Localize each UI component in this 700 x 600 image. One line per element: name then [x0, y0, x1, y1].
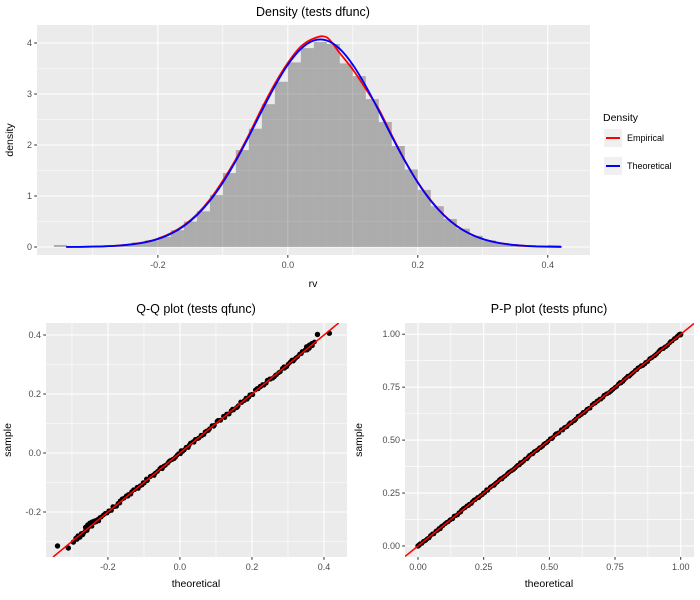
histogram-bar	[339, 63, 353, 247]
histogram-bar	[378, 122, 392, 247]
histogram-bar	[391, 146, 405, 247]
histogram-bar	[157, 236, 171, 247]
data-layer	[405, 323, 694, 557]
qq-plot-area: -0.2 0.0 0.2 0.4 -0.2 0.0 0.2 0.4	[25, 323, 347, 572]
panel-background	[37, 25, 590, 255]
histogram-bar	[417, 189, 431, 247]
y-tick-label: 0.2	[28, 389, 41, 399]
y-tick-label: 1	[27, 191, 32, 201]
y-tick-label: 3	[27, 89, 32, 99]
y-tick-label: 0.00	[382, 541, 400, 551]
axes: -0.2 0.0 0.2 0.4 0 1 2 3 4	[27, 38, 554, 270]
histogram-bar	[313, 41, 327, 247]
histogram-bar	[287, 62, 301, 247]
x-tick-label: -0.2	[150, 260, 166, 270]
qq-chart: -0.2 0.0 0.2 0.4 -0.2 0.0 0.2 0.4 Q-Q plot (tes…	[2, 302, 347, 590]
data-point	[65, 545, 72, 551]
histogram-bar	[430, 206, 444, 247]
y-tick-label: 2	[27, 140, 32, 150]
x-tick-label: 0.4	[318, 562, 331, 572]
x-tick-label: -0.2	[100, 562, 116, 572]
legend-title: Density	[603, 112, 639, 124]
y-tick-label: 0.25	[382, 488, 400, 498]
histogram-bar	[274, 81, 288, 247]
histogram-bar	[144, 240, 158, 247]
pp-plot-title: P-P plot (tests pfunc)	[491, 302, 608, 316]
histogram-bar	[365, 99, 379, 247]
x-tick-label: 0.25	[475, 562, 493, 572]
density-x-axis-title: rv	[309, 278, 318, 290]
density-chart: -0.2 0.0 0.2 0.4 0 1 2 3 4 Density (tests dfunc)…	[4, 5, 672, 290]
histogram-bar	[131, 242, 145, 247]
histogram-bar	[404, 169, 418, 247]
histogram-bar	[248, 128, 262, 247]
histogram-bar	[495, 242, 509, 247]
histogram-bar	[326, 44, 340, 247]
histogram-bar	[222, 173, 236, 247]
histogram-bar	[209, 194, 223, 247]
y-tick-label: 4	[27, 38, 32, 48]
x-tick-label: 0.50	[541, 562, 559, 572]
x-tick-label: 0.2	[246, 562, 259, 572]
y-tick-label: 0.4	[28, 330, 41, 340]
density-plot-title: Density (tests dfunc)	[256, 5, 370, 19]
y-tick-label: 0.50	[382, 435, 400, 445]
histogram-bar	[456, 228, 470, 247]
x-tick-label: 0.2	[412, 260, 425, 270]
data-layer	[53, 35, 562, 248]
y-tick-label: 0.75	[382, 382, 400, 392]
axes: 0.00 0.25 0.50 0.75 1.00 0.00 0.25 0.50 0.75 1.00	[382, 329, 689, 572]
bottom-row: -0.2 0.0 0.2 0.4 -0.2 0.0 0.2 0.4 Q-Q plot (tes…	[0, 298, 700, 600]
histogram-bar	[469, 235, 483, 247]
legend-label-empirical: Empirical	[627, 133, 664, 143]
density-y-axis-title: density	[4, 123, 16, 157]
histogram-bar	[261, 104, 275, 247]
x-tick-label: 0.00	[409, 562, 427, 572]
pp-chart: 0.00 0.25 0.50 0.75 1.00 0.00 0.25 0.50 0.75 1.00…	[353, 302, 694, 590]
histogram-bar	[196, 211, 210, 247]
identity-line	[52, 323, 340, 557]
x-tick-label: 0.0	[174, 562, 187, 572]
histogram-bar	[53, 244, 67, 247]
identity-line	[405, 323, 694, 557]
axes: -0.2 0.0 0.2 0.4 -0.2 0.0 0.2 0.4	[25, 330, 330, 572]
data-point	[54, 543, 61, 549]
legend: Density Empirical Theoretical	[603, 112, 672, 175]
histogram-bar	[235, 150, 249, 247]
histogram-bars	[53, 41, 561, 247]
x-tick-label: 1.00	[672, 562, 690, 572]
histogram-bar	[170, 230, 184, 247]
qq-plot-title: Q-Q plot (tests qfunc)	[136, 302, 255, 316]
x-tick-label: 0.0	[282, 260, 295, 270]
data-layer	[52, 323, 340, 557]
legend-label-theoretical: Theoretical	[627, 161, 672, 171]
qq-y-axis-title: sample	[2, 423, 14, 457]
histogram-bar	[443, 218, 457, 247]
x-tick-label: 0.75	[606, 562, 624, 572]
pp-plot-area: 0.00 0.25 0.50 0.75 1.00 0.00 0.25 0.50 0.75 1.00	[382, 323, 694, 572]
histogram-bar	[352, 76, 366, 247]
x-tick-label: 0.4	[542, 260, 555, 270]
pp-x-axis-title: theoretical	[525, 578, 573, 590]
y-tick-label: 1.00	[382, 329, 400, 339]
data-point	[314, 331, 321, 338]
qq-x-axis-title: theoretical	[172, 578, 220, 590]
histogram-bar	[183, 221, 197, 247]
pp-y-axis-title: sample	[353, 423, 365, 457]
density-plot-area: -0.2 0.0 0.2 0.4 0 1 2 3 4	[27, 25, 590, 270]
gridlines	[46, 323, 347, 557]
y-tick-label: 0	[27, 242, 32, 252]
histogram-bar	[300, 48, 314, 247]
histogram-bar	[482, 240, 496, 247]
density-curve-theoretical	[65, 38, 562, 248]
y-tick-label: 0.0	[28, 448, 41, 458]
y-tick-label: -0.2	[25, 507, 41, 517]
